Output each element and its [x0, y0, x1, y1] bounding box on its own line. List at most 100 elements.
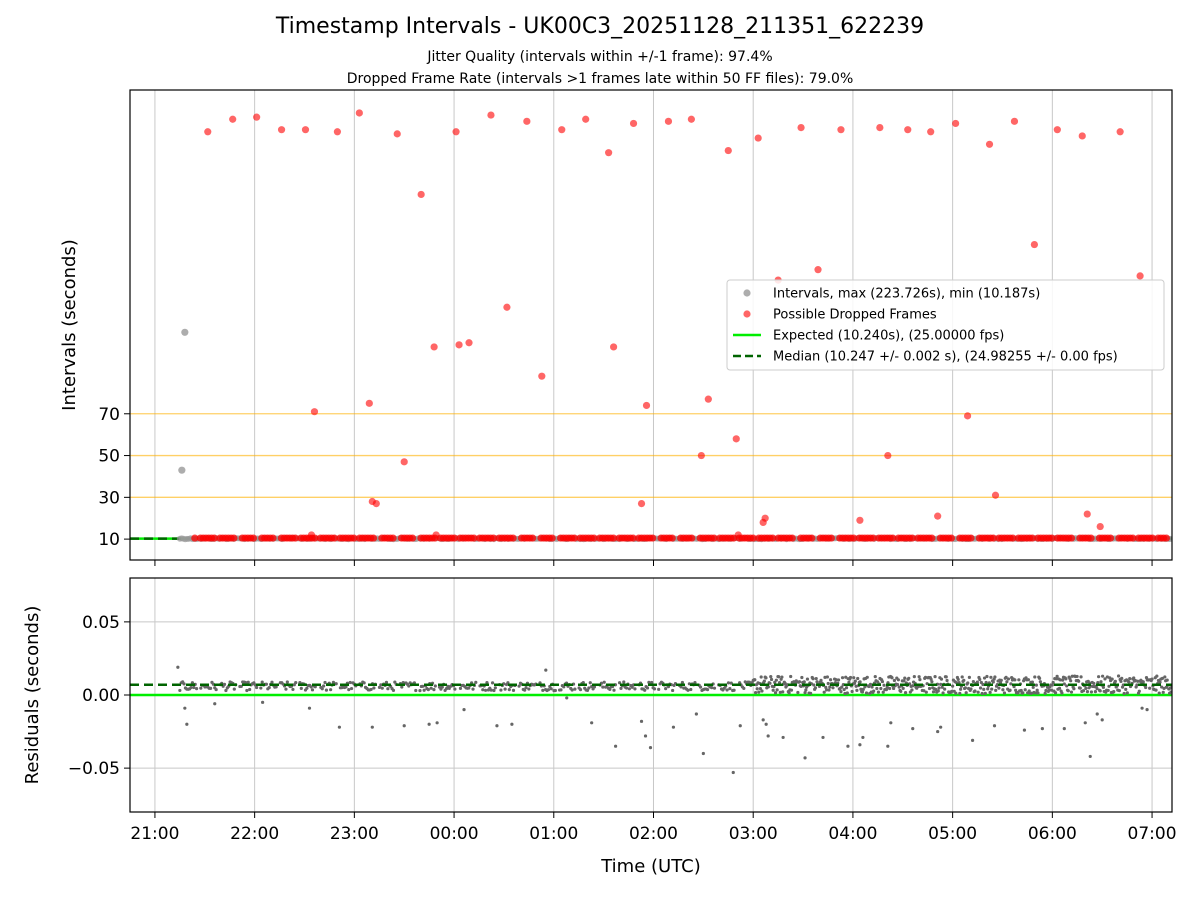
residual-point: [503, 687, 507, 691]
residual-point: [1004, 675, 1008, 679]
residual-point: [860, 690, 865, 694]
dropped-frame-point: [734, 531, 742, 539]
dropped-frame-point: [1116, 128, 1124, 136]
residual-point: [248, 687, 252, 692]
residual-point: [1106, 688, 1110, 693]
residual-point: [386, 687, 390, 691]
residual-point: [991, 680, 995, 684]
residual-point: [812, 683, 816, 687]
residual-point: [1037, 676, 1042, 680]
residual-point: [901, 686, 905, 690]
dropped-frame-point: [389, 534, 397, 542]
residual-point: [1033, 675, 1037, 679]
residual-point: [768, 681, 772, 685]
residual-point: [285, 680, 289, 684]
dropped-frame-point: [856, 516, 864, 524]
residual-point: [939, 682, 943, 686]
dropped-frame-point: [1083, 510, 1091, 518]
dropped-frame-point: [523, 117, 531, 125]
residual-point: [705, 687, 710, 692]
residual-outlier-point: [671, 725, 676, 729]
residual-outlier-point: [510, 722, 514, 726]
residual-point: [1021, 691, 1025, 695]
dropped-frame-point: [253, 113, 261, 121]
residual-point: [990, 687, 994, 691]
residual-point: [732, 688, 736, 692]
residual-point: [824, 688, 829, 692]
dropped-frame-point: [668, 534, 676, 542]
legend-dropped-marker: [743, 310, 751, 318]
residual-point: [1002, 691, 1007, 695]
residual-point: [264, 682, 269, 686]
residual-point: [922, 689, 926, 693]
residual-point: [255, 685, 259, 690]
residual-point: [1100, 674, 1105, 678]
residual-point: [458, 686, 463, 690]
residual-point: [903, 676, 907, 680]
residual-point: [924, 690, 928, 694]
residual-point: [907, 676, 911, 680]
residual-outlier-point: [911, 727, 915, 731]
residual-point: [796, 690, 800, 695]
residual-point: [983, 691, 987, 696]
dropped-frame-point: [797, 124, 805, 132]
x-tick-label: 03:00: [729, 824, 778, 844]
residual-point: [852, 676, 856, 680]
residual-point: [831, 686, 835, 690]
residual-point: [945, 678, 949, 683]
residual-point: [845, 691, 849, 695]
residual-point: [178, 688, 182, 693]
dropped-frame-point: [229, 115, 237, 123]
residual-point: [1069, 679, 1073, 683]
residual-outlier-point: [1140, 706, 1144, 710]
residual-point: [725, 688, 729, 692]
residual-point: [1148, 686, 1152, 690]
residual-point: [805, 677, 810, 681]
residual-point: [912, 675, 916, 679]
residual-point: [322, 684, 326, 688]
dropped-frame-point: [642, 401, 651, 410]
residual-point: [940, 685, 944, 689]
dropped-frame-point: [649, 534, 657, 542]
residual-point: [379, 683, 383, 687]
residual-point: [1120, 676, 1124, 681]
residual-point: [1053, 691, 1058, 695]
residuals-y-axis-label: Residuals (seconds): [22, 606, 43, 785]
residual-point: [927, 686, 932, 691]
residual-point: [864, 691, 869, 695]
residual-point: [981, 682, 985, 687]
residual-point: [299, 686, 303, 690]
residual-point: [863, 685, 867, 689]
residual-point: [885, 685, 889, 689]
residual-point: [1085, 690, 1090, 694]
residual-point: [246, 680, 250, 684]
residual-point: [1155, 674, 1159, 678]
residual-point: [671, 688, 675, 693]
residual-outlier-point: [803, 756, 807, 760]
residual-point: [1072, 687, 1076, 691]
residual-point: [875, 686, 879, 691]
y-tick-label: 70: [98, 405, 120, 425]
dropped-frame-point: [947, 534, 956, 542]
dropped-frame-point: [509, 534, 517, 542]
residual-point: [214, 687, 218, 692]
residual-point: [759, 675, 763, 679]
residual-point: [956, 677, 960, 682]
residual-point: [815, 680, 819, 684]
residual-point: [910, 688, 914, 692]
residual-point: [861, 687, 865, 691]
y-tick-label: 30: [98, 488, 120, 508]
dropped-frame-point: [637, 500, 646, 508]
residual-point: [619, 686, 623, 691]
dropped-frame-point: [249, 534, 258, 542]
residual-outlier-point: [544, 668, 548, 672]
residual-point: [856, 676, 860, 681]
dropped-frame-point: [1106, 534, 1115, 542]
residual-point: [773, 691, 778, 695]
residual-point: [1075, 674, 1079, 679]
residual-point: [844, 686, 849, 690]
residual-point: [984, 680, 988, 685]
residual-point: [1057, 686, 1062, 690]
residual-point: [1013, 678, 1017, 682]
dropped-frame-point: [291, 534, 299, 542]
